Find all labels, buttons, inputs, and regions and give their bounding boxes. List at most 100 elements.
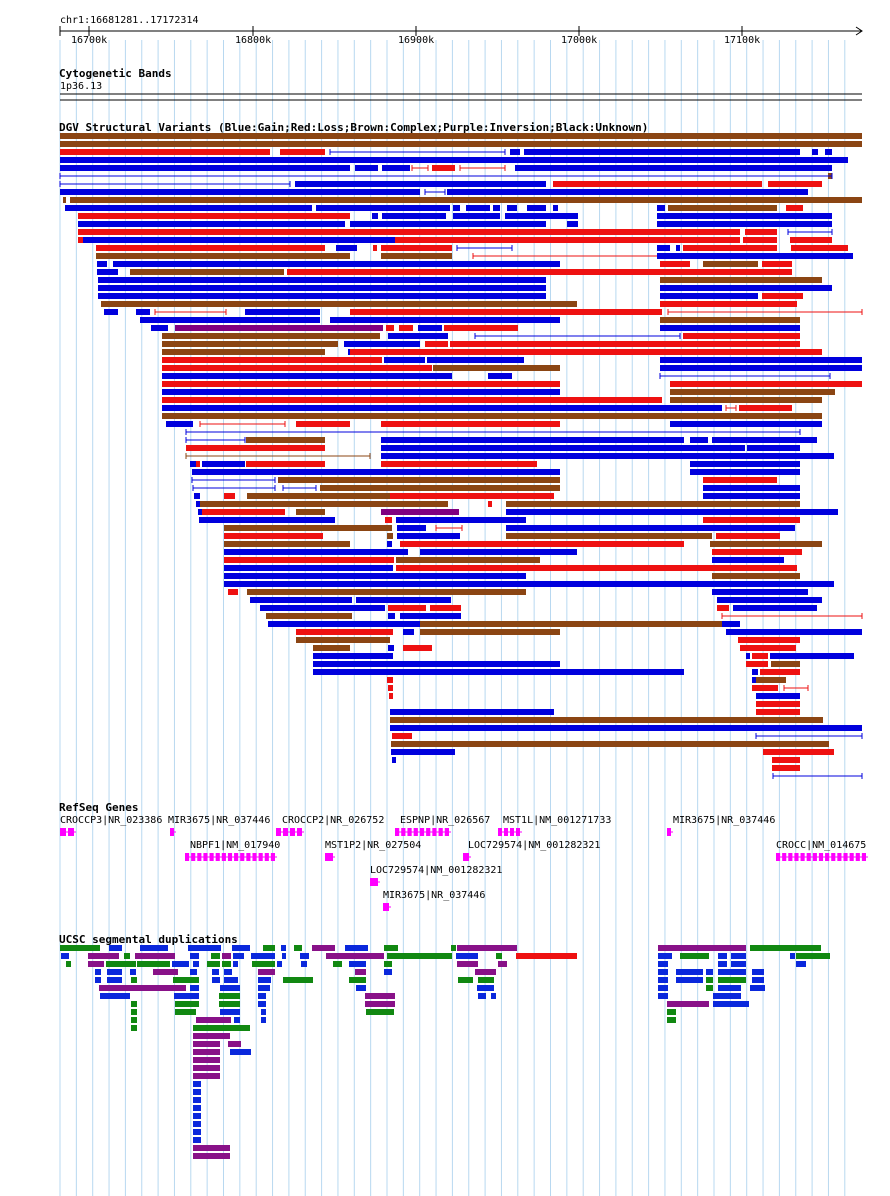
segdup-feature[interactable]: [107, 977, 122, 983]
segdup-feature[interactable]: [258, 985, 270, 991]
dgv-variant[interactable]: [493, 205, 500, 211]
segdup-feature[interactable]: [188, 945, 221, 951]
dgv-variant[interactable]: [420, 621, 727, 627]
dgv-variant[interactable]: [515, 165, 832, 171]
dgv-variant[interactable]: [506, 501, 800, 507]
dgv-variant[interactable]: [356, 597, 451, 603]
segdup-feature[interactable]: [193, 1025, 250, 1031]
segdup-feature[interactable]: [258, 993, 266, 999]
dgv-variant[interactable]: [660, 285, 832, 291]
segdup-feature[interactable]: [498, 961, 507, 967]
dgv-variant[interactable]: [712, 557, 784, 563]
dgv-variant[interactable]: [716, 533, 780, 539]
dgv-variant[interactable]: [287, 269, 792, 275]
dgv-variant[interactable]: [505, 213, 578, 219]
segdup-feature[interactable]: [140, 945, 168, 951]
segdup-feature[interactable]: [88, 953, 119, 959]
dgv-variant[interactable]: [381, 445, 745, 451]
dgv-variant[interactable]: [756, 701, 800, 707]
segdup-feature[interactable]: [658, 945, 746, 951]
segdup-feature[interactable]: [193, 1057, 220, 1063]
dgv-variant[interactable]: [752, 653, 768, 659]
gene-label[interactable]: MIR3675|NR_037446: [168, 815, 271, 826]
segdup-feature[interactable]: [731, 961, 746, 967]
segdup-feature[interactable]: [196, 1017, 231, 1023]
dgv-variant[interactable]: [295, 181, 546, 187]
segdup-feature[interactable]: [190, 985, 199, 991]
dgv-variant[interactable]: [228, 589, 238, 595]
dgv-variant[interactable]: [247, 589, 526, 595]
dgv-variant[interactable]: [717, 605, 729, 611]
gene-label[interactable]: MIR3675|NR_037446: [673, 815, 776, 826]
segdup-feature[interactable]: [193, 1089, 201, 1095]
dgv-variant[interactable]: [397, 533, 460, 539]
dgv-variant[interactable]: [200, 501, 448, 507]
segdup-feature[interactable]: [66, 961, 71, 967]
segdup-feature[interactable]: [718, 953, 727, 959]
dgv-variant[interactable]: [60, 165, 350, 171]
segdup-feature[interactable]: [193, 1073, 220, 1079]
segdup-feature[interactable]: [130, 969, 136, 975]
segdup-feature[interactable]: [193, 1113, 201, 1119]
dgv-variant[interactable]: [390, 725, 862, 731]
segdup-feature[interactable]: [355, 969, 366, 975]
dgv-variant[interactable]: [388, 613, 395, 619]
dgv-variant[interactable]: [683, 245, 777, 251]
segdup-feature[interactable]: [220, 1009, 240, 1015]
segdup-feature[interactable]: [667, 1017, 676, 1023]
dgv-variant[interactable]: [98, 285, 546, 291]
segdup-feature[interactable]: [384, 969, 392, 975]
segdup-feature[interactable]: [220, 985, 240, 991]
segdup-feature[interactable]: [658, 953, 672, 959]
segdup-feature[interactable]: [258, 969, 275, 975]
dgv-variant[interactable]: [488, 501, 492, 507]
gene-label[interactable]: MIR3675|NR_037446: [383, 890, 486, 901]
dgv-variant[interactable]: [553, 205, 558, 211]
segdup-feature[interactable]: [349, 961, 366, 967]
segdup-feature[interactable]: [222, 953, 231, 959]
dgv-variant[interactable]: [381, 253, 452, 259]
dgv-variant[interactable]: [388, 685, 393, 691]
dgv-variant[interactable]: [296, 637, 390, 643]
dgv-variant[interactable]: [313, 669, 684, 675]
dgv-variant[interactable]: [372, 213, 378, 219]
dgv-variant[interactable]: [418, 325, 442, 331]
dgv-variant[interactable]: [771, 661, 800, 667]
dgv-variant[interactable]: [743, 237, 777, 243]
dgv-variant[interactable]: [427, 357, 524, 363]
dgv-variant[interactable]: [296, 421, 350, 427]
segdup-feature[interactable]: [300, 953, 309, 959]
dgv-variant[interactable]: [690, 469, 800, 475]
dgv-variant[interactable]: [746, 661, 768, 667]
dgv-variant[interactable]: [670, 421, 822, 427]
dgv-variant[interactable]: [224, 533, 323, 539]
dgv-variant[interactable]: [196, 501, 200, 507]
dgv-variant[interactable]: [726, 629, 862, 635]
segdup-feature[interactable]: [496, 953, 502, 959]
dgv-variant[interactable]: [386, 325, 394, 331]
segdup-feature[interactable]: [516, 953, 577, 959]
segdup-feature[interactable]: [135, 953, 175, 959]
dgv-variant[interactable]: [756, 709, 800, 715]
dgv-variant[interactable]: [113, 261, 560, 267]
segdup-feature[interactable]: [658, 985, 668, 991]
segdup-feature[interactable]: [451, 945, 456, 951]
dgv-variant[interactable]: [722, 621, 740, 627]
dgv-variant[interactable]: [420, 549, 577, 555]
dgv-variant[interactable]: [250, 597, 352, 603]
dgv-variant[interactable]: [567, 221, 578, 227]
dgv-variant[interactable]: [162, 341, 338, 347]
segdup-feature[interactable]: [190, 953, 199, 959]
dgv-variant[interactable]: [660, 365, 862, 371]
dgv-variant[interactable]: [381, 461, 537, 467]
dgv-variant[interactable]: [660, 301, 797, 307]
dgv-variant[interactable]: [756, 677, 786, 683]
refseq-genes-track[interactable]: [60, 828, 868, 911]
dgv-variant[interactable]: [266, 613, 352, 619]
dgv-variant[interactable]: [97, 269, 118, 275]
segdup-feature[interactable]: [658, 961, 668, 967]
segdup-feature[interactable]: [131, 1017, 137, 1023]
dgv-variant[interactable]: [387, 541, 392, 547]
dgv-variant[interactable]: [660, 277, 822, 283]
segdup-feature[interactable]: [790, 953, 795, 959]
